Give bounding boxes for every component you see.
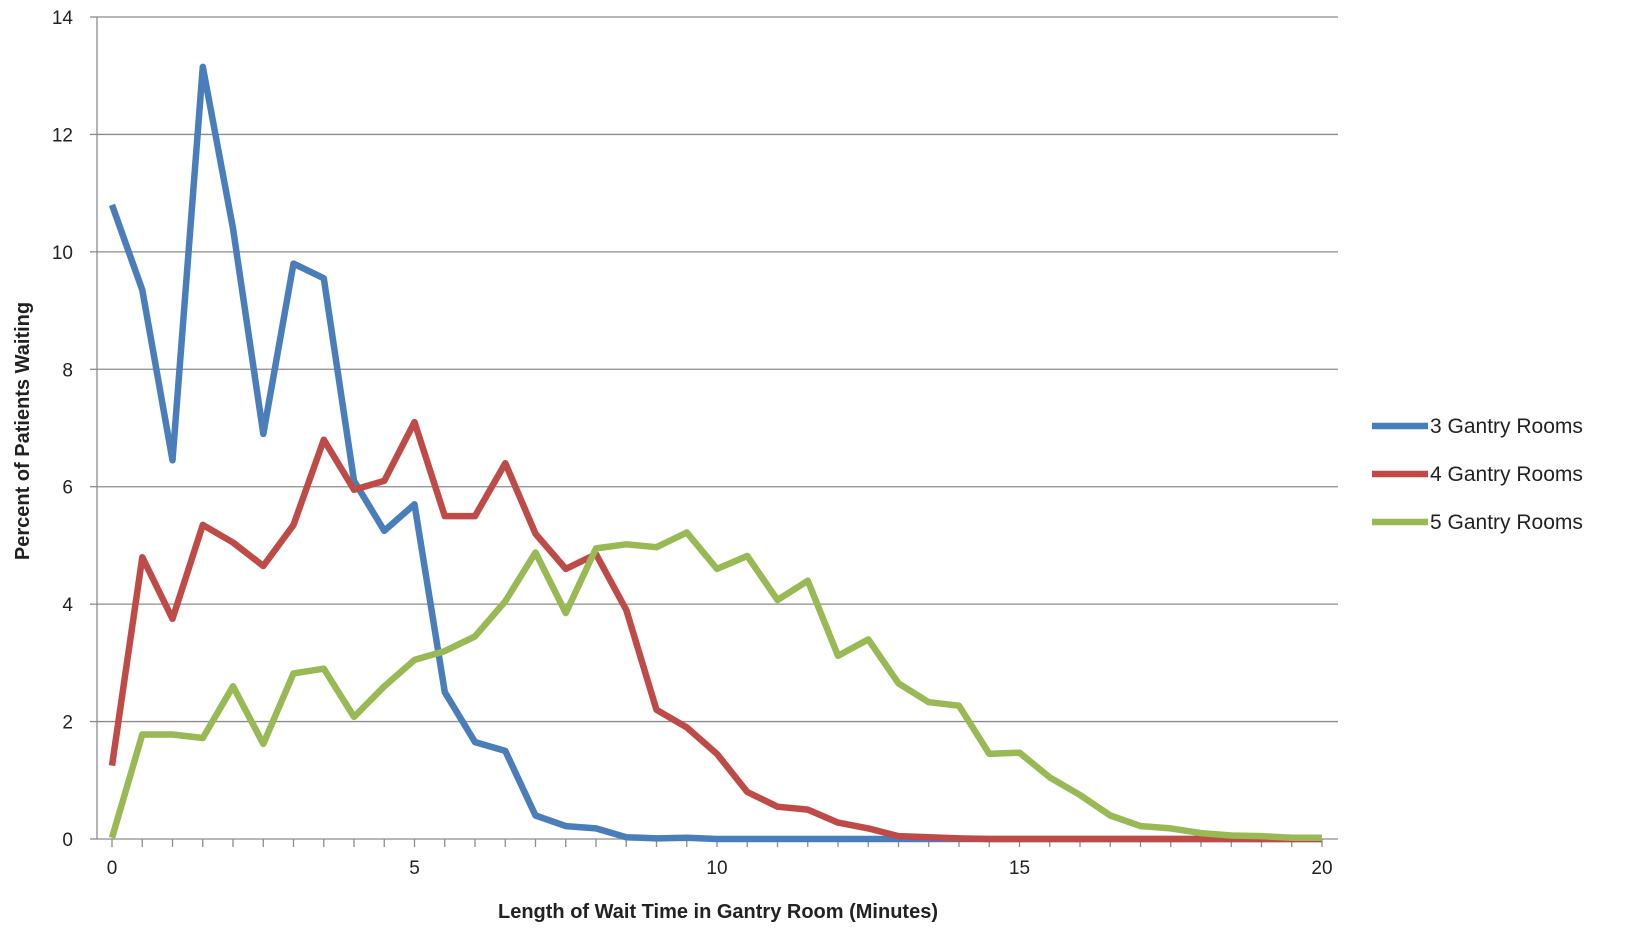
x-tick-label: 0 (107, 858, 118, 879)
x-tick-label: 15 (1009, 858, 1030, 879)
y-tick-label: 8 (62, 360, 73, 381)
x-axis-title: Length of Wait Time in Gantry Room (Minu… (498, 901, 938, 923)
legend-label-3: 5 Gantry Rooms (1430, 511, 1583, 534)
y-axis-ticks: 0 2 4 6 8 10 12 14 (52, 8, 97, 851)
y-tick-label: 10 (52, 243, 73, 264)
x-tick-label: 20 (1311, 858, 1332, 879)
y-tick-label: 2 (62, 713, 73, 734)
x-tick-label: 10 (706, 858, 727, 879)
y-tick-label: 4 (62, 595, 73, 616)
series-line-3 (108, 529, 1322, 842)
legend-label-1: 3 Gantry Rooms (1430, 415, 1583, 438)
series-line-2 (108, 418, 1322, 843)
legend-label-2: 4 Gantry Rooms (1430, 463, 1583, 486)
x-axis-ticks: 0 5 10 15 20 (107, 839, 1333, 879)
gridlines (97, 16, 1338, 723)
y-tick-label: 0 (62, 830, 73, 851)
legend: 3 Gantry Rooms 4 Gantry Rooms 5 Gantry Roo… (1372, 415, 1583, 534)
axes (96, 17, 1338, 840)
x-tick-label: 5 (409, 858, 420, 879)
series-lines (108, 63, 1322, 843)
y-tick-label: 14 (52, 8, 74, 29)
y-tick-label: 12 (52, 125, 73, 146)
y-axis-title: Percent of Patients Waiting (12, 302, 34, 560)
y-tick-label: 6 (62, 478, 73, 499)
series-line-1 (108, 63, 1322, 843)
